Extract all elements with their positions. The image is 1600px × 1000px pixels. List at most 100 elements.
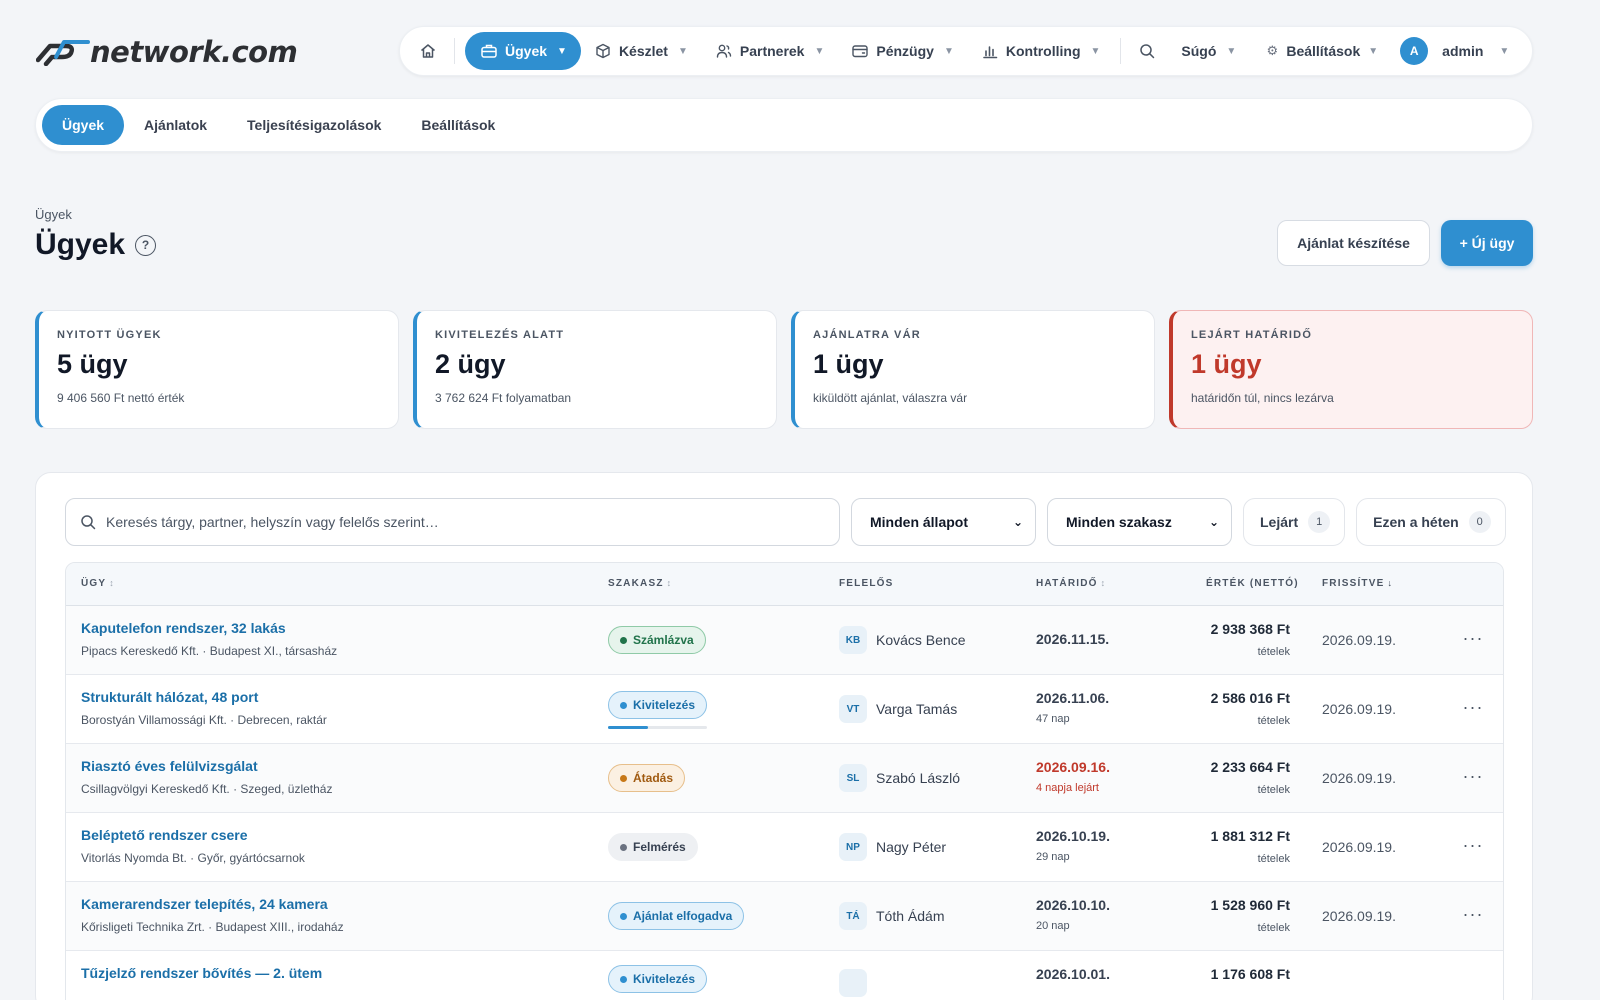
nav-item-kontrolling[interactable]: Kontrolling ▼ (968, 32, 1115, 70)
stat-value: 2 ügy (435, 349, 506, 379)
status-select[interactable]: Minden állapot ⌄ (851, 498, 1036, 546)
chevron-down-icon: ▼ (1226, 45, 1237, 57)
tab-beallitasok[interactable]: Beállítások (421, 117, 496, 133)
table-row[interactable]: Riasztó éves felülvizsgálat Csillagvölgy… (66, 744, 1503, 813)
owner-initials: NP (839, 833, 867, 861)
help-icon[interactable]: ? (135, 234, 157, 256)
case-subtitle: Kőrisligeti Technika Zrt. · Budapest XII… (81, 920, 344, 934)
chevron-down-icon: ▼ (1499, 45, 1510, 57)
value-items-link[interactable]: tételek (1257, 646, 1290, 658)
more-actions-icon[interactable]: ··· (1462, 765, 1484, 786)
chevron-down-icon: ⌄ (1208, 515, 1219, 529)
sort-icon: ↕ (109, 578, 115, 588)
stat-card-in-progress[interactable]: KIVITELEZÉS ALATT 2 ügy 3 762 624 Ft fol… (413, 310, 777, 429)
owner-name: Varga Tamás (876, 701, 958, 717)
net-value: 1 881 312 Ft (1210, 828, 1290, 844)
column-header-due[interactable]: HATÁRIDŐ ↕ (1036, 578, 1106, 589)
stat-value: 5 ügy (57, 349, 128, 379)
column-header-label: SZAKASZ (608, 578, 664, 589)
due-overdue: 4 napja lejárt (1036, 782, 1099, 794)
case-title-link[interactable]: Strukturált hálózat, 48 port (81, 689, 259, 705)
updated-date: 2026.09.19. (1322, 701, 1396, 717)
search-input[interactable] (106, 514, 825, 530)
stage-select[interactable]: Minden szakasz ⌄ (1047, 498, 1232, 546)
value-items-link[interactable]: tételek (1257, 853, 1290, 865)
chevron-down-icon: ▼ (943, 45, 954, 57)
case-title-link[interactable]: Tűzjelző rendszer bővítés — 2. ütem (81, 965, 323, 981)
stage-label: Kivitelezés (633, 698, 696, 712)
nav-item-sugo[interactable]: Súgó ▼ (1167, 32, 1250, 70)
filter-chip-overdue[interactable]: Lejárt 1 (1243, 498, 1346, 546)
stat-label: AJÁNLATRA VÁR (813, 329, 921, 341)
logo-mark-icon (36, 40, 90, 66)
updated-date: 2026.09.19. (1322, 770, 1396, 786)
owner-initials: KB (839, 626, 867, 654)
updated-date: 2026.09.19. (1322, 908, 1396, 924)
nav-item-label: Kontrolling (1005, 43, 1081, 59)
case-title-link[interactable]: Kaputelefon rendszer, 32 lakás (81, 620, 286, 636)
new-case-button[interactable]: + Új ügy (1441, 220, 1533, 266)
value-items-link[interactable]: tételek (1257, 784, 1290, 796)
more-actions-icon[interactable]: ··· (1462, 696, 1484, 717)
due-date: 2026.10.19. (1036, 828, 1110, 844)
create-offer-button[interactable]: Ajánlat készítése (1277, 220, 1430, 266)
stage-label: Átadás (633, 771, 674, 785)
top-navigation: Ügyek ▼ Készlet ▼ Partnerek ▼ Pénzügy ▼ … (399, 26, 1533, 76)
owner-initials: VT (839, 695, 867, 723)
owner-name: Kovács Bence (876, 632, 966, 648)
stat-card-awaiting-offer[interactable]: AJÁNLATRA VÁR 1 ügy kiküldött ajánlat, v… (791, 310, 1155, 429)
stage-badge: Számlázva (608, 626, 706, 654)
filter-chip-this-week[interactable]: Ezen a héten 0 (1356, 498, 1506, 546)
chevron-down-icon: ⌄ (1012, 515, 1023, 529)
tab-ajanlatok[interactable]: Ajánlatok (144, 117, 208, 133)
more-actions-icon[interactable]: ··· (1462, 903, 1484, 924)
nav-item-penzugy[interactable]: Pénzügy ▼ (838, 32, 967, 70)
value-items-link[interactable]: tételek (1257, 922, 1290, 934)
case-subtitle: Borostyán Villamossági Kft. · Debrecen, … (81, 713, 327, 727)
stage-progress-bar (608, 726, 707, 729)
search-button[interactable] (1127, 32, 1167, 70)
case-title-link[interactable]: Beléptető rendszer csere (81, 827, 248, 843)
home-button[interactable] (408, 33, 448, 69)
due-remaining: 47 nap (1036, 713, 1070, 725)
nav-item-keszlet[interactable]: Készlet ▼ (581, 32, 702, 70)
updated-date: 2026.09.19. (1322, 632, 1396, 648)
column-header-updated[interactable]: FRISSÍTVE ↓ (1322, 578, 1393, 589)
case-subtitle: Pipacs Kereskedő Kft. · Budapest XI., tá… (81, 644, 338, 658)
table-row[interactable]: Strukturált hálózat, 48 port Borostyán V… (66, 675, 1503, 744)
column-header-case[interactable]: ÜGY ↕ (81, 578, 115, 589)
breadcrumb[interactable]: Ügyek (35, 207, 72, 222)
table-header: ÜGY ↕ SZAKASZ ↕ FELELŐS HATÁRIDŐ ↕ ÉRTÉK (N… (66, 563, 1503, 606)
brand-logo[interactable]: network.com (36, 34, 298, 70)
nav-item-ugyek[interactable]: Ügyek ▼ (465, 32, 581, 70)
table-row[interactable]: Tűzjelző rendszer bővítés — 2. ütem Kivi… (66, 951, 1503, 1000)
owner-name: Tóth Ádám (876, 908, 945, 924)
nav-item-partnerek[interactable]: Partnerek ▼ (702, 32, 839, 70)
more-actions-icon[interactable]: ··· (1462, 627, 1484, 648)
column-header-label: FELELŐS (839, 578, 894, 589)
status-dot (620, 701, 627, 709)
stage-label: Ajánlat elfogadva (633, 909, 733, 923)
stage-badge: Átadás (608, 764, 686, 792)
chip-count: 0 (1468, 511, 1491, 533)
case-title-link[interactable]: Kamerarendszer telepítés, 24 kamera (81, 896, 328, 912)
stat-card-open[interactable]: NYITOTT ÜGYEK 5 ügy 9 406 560 Ft nettó é… (35, 310, 399, 429)
table-row[interactable]: Kaputelefon rendszer, 32 lakás Pipacs Ke… (66, 606, 1503, 675)
nav-item-beallitasok[interactable]: ⚙ Beállítások ▼ (1250, 32, 1392, 70)
due-remaining: 29 nap (1036, 851, 1070, 863)
tab-ugyek[interactable]: Ügyek (42, 105, 125, 145)
chip-label: Lejárt (1260, 514, 1299, 530)
case-title-link[interactable]: Riasztó éves felülvizsgálat (81, 758, 258, 774)
column-header-stage[interactable]: SZAKASZ ↕ (608, 578, 672, 589)
tab-teljesitesigazolasok[interactable]: Teljesítésigazolások (247, 117, 382, 133)
more-actions-icon[interactable]: ··· (1462, 834, 1484, 855)
chevron-down-icon: ▼ (1090, 45, 1101, 57)
user-menu[interactable]: A admin ▼ (1392, 32, 1523, 70)
table-row[interactable]: Beléptető rendszer csere Vitorlás Nyomda… (66, 813, 1503, 882)
nav-item-label: Ügyek (505, 43, 548, 59)
value-items-link[interactable]: tételek (1257, 715, 1290, 727)
table-row[interactable]: Kamerarendszer telepítés, 24 kamera Kőri… (66, 882, 1503, 951)
stat-card-overdue[interactable]: LEJÁRT HATÁRIDŐ 1 ügy határidőn túl, nin… (1169, 310, 1533, 429)
case-subtitle: Csillagvölgyi Kereskedő Kft. · Szeged, ü… (81, 782, 333, 796)
filter-bar: Minden állapot ⌄ Minden szakasz ⌄ Lejárt… (65, 498, 1506, 546)
